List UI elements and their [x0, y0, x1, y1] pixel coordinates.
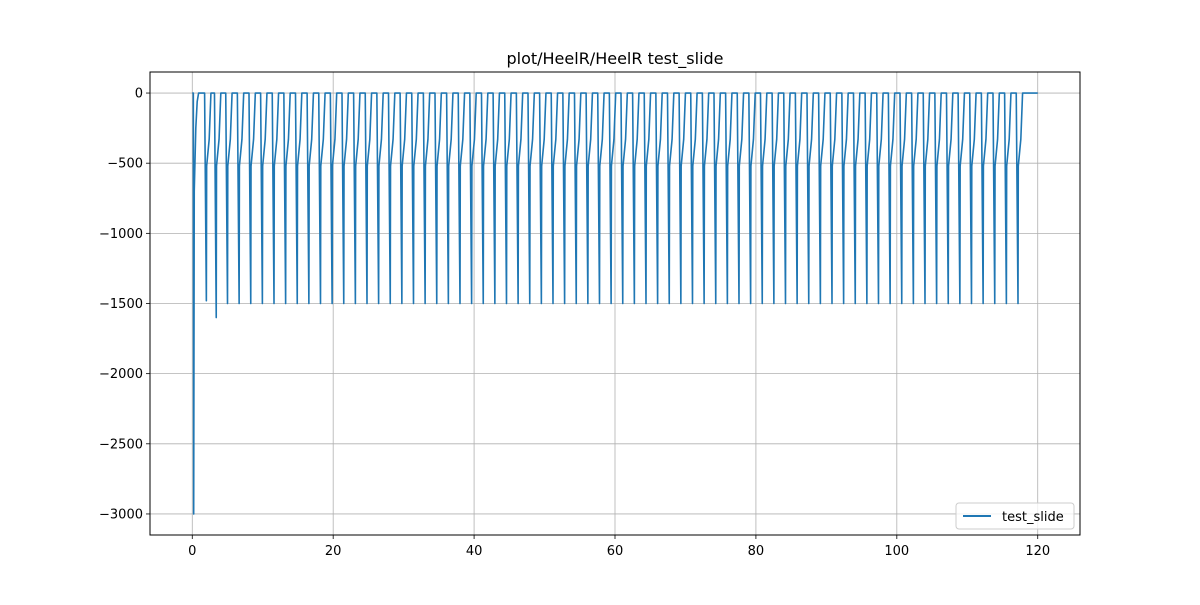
legend-label-test_slide: test_slide	[1002, 510, 1064, 525]
legend-box	[955, 502, 1075, 530]
x-tick-label: 120	[1025, 544, 1050, 559]
y-tick-label: 0	[135, 87, 143, 102]
axis-ticks: 0 20 40 60 80 100 120 0 −500 −1000 −1500 −2000 −2500…	[99, 87, 1050, 559]
x-tick-label: 80	[748, 544, 765, 559]
y-tick-label: −1000	[99, 227, 143, 242]
y-tick-label: −2000	[99, 367, 143, 382]
chart-title: plot/HeelR/HeelR test_slide	[506, 49, 723, 69]
x-tick-label: 60	[607, 544, 624, 559]
series-line-test_slide	[192, 92, 1038, 515]
data-series	[192, 92, 1038, 515]
x-tick-label: 100	[884, 544, 909, 559]
y-tick-label: −3000	[99, 507, 143, 522]
y-tick-label: −1500	[99, 297, 143, 312]
x-tick-label: 0	[188, 544, 196, 559]
x-tick-label: 20	[325, 544, 342, 559]
y-tick-label: −500	[107, 157, 143, 172]
legend: test_slide	[955, 502, 1075, 530]
x-tick-label: 40	[466, 544, 483, 559]
y-tick-label: −2500	[99, 437, 143, 452]
